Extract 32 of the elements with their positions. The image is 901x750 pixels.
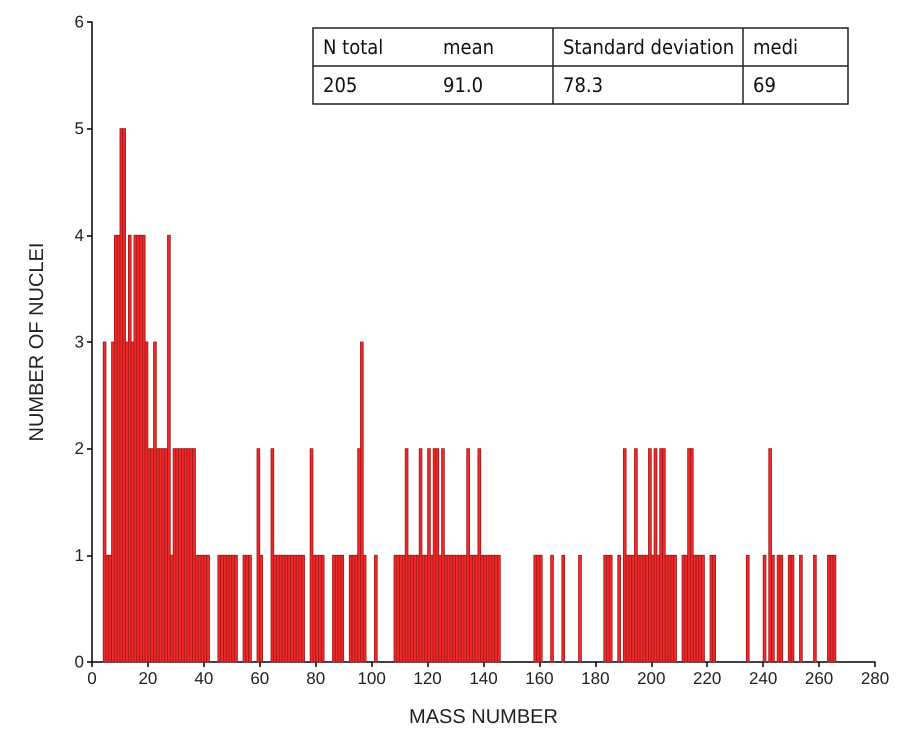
y-tick-label: 1 (74, 546, 84, 565)
annotation: 91.0 (443, 73, 484, 97)
x-tick-label: 220 (693, 669, 722, 688)
x-tick-label: 240 (748, 669, 778, 688)
x-tick-label: 200 (637, 669, 666, 688)
y-tick-label: 3 (74, 332, 84, 352)
annotation: N total (323, 35, 384, 59)
x-tick-label: 80 (306, 669, 326, 688)
x-tick-label: 0 (87, 669, 97, 688)
y-tick-label: 6 (74, 12, 84, 32)
annotation: mean (443, 35, 494, 59)
x-tick-label: 100 (357, 669, 386, 688)
annotation: 78.3 (563, 73, 604, 97)
x-tick-label: 60 (250, 669, 270, 688)
x-tick-label: 40 (194, 669, 214, 688)
annotation: medi (753, 35, 798, 59)
x-tick-label: 120 (413, 669, 442, 688)
x-tick-label: 160 (525, 669, 554, 688)
y-tick-label: 0 (74, 652, 84, 672)
x-tick-label: 180 (581, 669, 610, 688)
annotation: Standard deviation (563, 35, 734, 59)
annotation: 69 (753, 73, 776, 97)
y-tick-label: 5 (74, 119, 84, 138)
y-tick-label: 4 (74, 226, 84, 245)
x-tick-label: 20 (138, 669, 158, 688)
y-axis-title: NUMBER OF NUCLEI (26, 242, 48, 442)
x-tick-label: 280 (860, 669, 890, 688)
x-tick-label: 140 (469, 669, 498, 688)
y-tick-label: 2 (74, 439, 84, 458)
annotation: 205 (323, 73, 358, 97)
x-tick-label: 260 (804, 669, 834, 688)
x-axis-title: MASS NUMBER (409, 706, 558, 728)
